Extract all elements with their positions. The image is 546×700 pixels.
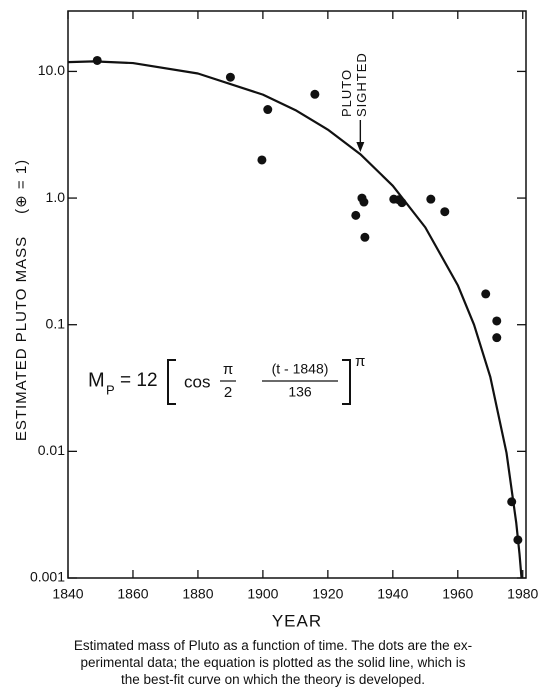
data-point (225, 72, 235, 82)
x-tick-label: 1960 (442, 586, 473, 602)
annotation-arrowhead (356, 142, 365, 152)
plot-area (68, 55, 523, 578)
bracket-left (167, 359, 176, 405)
x-tick-label: 1920 (312, 586, 343, 602)
fit-curve (68, 60, 523, 578)
caption-line: Estimated mass of Pluto as a function of… (73, 638, 473, 653)
equation-sub: P (106, 382, 115, 397)
data-point (351, 210, 361, 220)
equation-eq: = 12 (120, 370, 158, 391)
y-axis-label-unit: (⊕ = 1) (13, 159, 30, 214)
chart: YEAR ESTIMATED PLUTO MASS (⊕ = 1) M P = 1… (13, 10, 539, 630)
data-point (492, 316, 502, 326)
x-tick-label: 1880 (182, 586, 213, 602)
x-axis-label: YEAR (272, 611, 322, 630)
x-tick-label: 1860 (117, 586, 148, 602)
caption: Estimated mass of Pluto as a function of… (0, 637, 546, 688)
bracket-right (342, 359, 351, 405)
equation: M P = 12 cos π 2 (t - 1848) 136 π (88, 353, 365, 405)
y-axis-label-main: ESTIMATED PLUTO MASS (13, 236, 30, 441)
x-tick-label: 1940 (377, 586, 408, 602)
data-point (440, 207, 450, 217)
data-point (257, 155, 267, 165)
y-tick-label: 0.1 (46, 315, 66, 331)
caption-line: perimental data; the equation is plotted… (80, 655, 466, 670)
equation-lhs: M (88, 369, 105, 391)
data-point (492, 333, 502, 343)
data-point (481, 289, 491, 299)
equation-exp: π (355, 353, 365, 370)
equation-frac2-den: 136 (288, 384, 312, 400)
y-tick-label: 10.0 (38, 62, 65, 78)
annotation-text: PLUTO (339, 69, 354, 117)
data-point (310, 89, 320, 99)
annotation-text: SIGHTED (354, 52, 369, 117)
equation-frac1-num: π (223, 361, 233, 378)
x-tick-label: 1900 (247, 586, 278, 602)
data-point (426, 194, 436, 204)
y-axis-label: ESTIMATED PLUTO MASS (⊕ = 1) (13, 159, 30, 441)
equation-func: cos (184, 372, 210, 391)
data-point (360, 232, 370, 242)
plot-frame (67, 10, 527, 579)
y-tick-label: 0.01 (38, 442, 65, 458)
y-tick-label: 1.0 (46, 189, 66, 205)
data-point (263, 105, 273, 115)
x-tick-label: 1840 (52, 586, 83, 602)
caption-line: the best-fit curve on which the theory i… (121, 672, 425, 687)
y-tick-label: 0.001 (30, 569, 65, 585)
equation-frac2-num: (t - 1848) (272, 361, 329, 377)
x-tick-label: 1980 (507, 586, 538, 602)
equation-frac1-den: 2 (224, 384, 232, 401)
data-point (359, 197, 369, 207)
